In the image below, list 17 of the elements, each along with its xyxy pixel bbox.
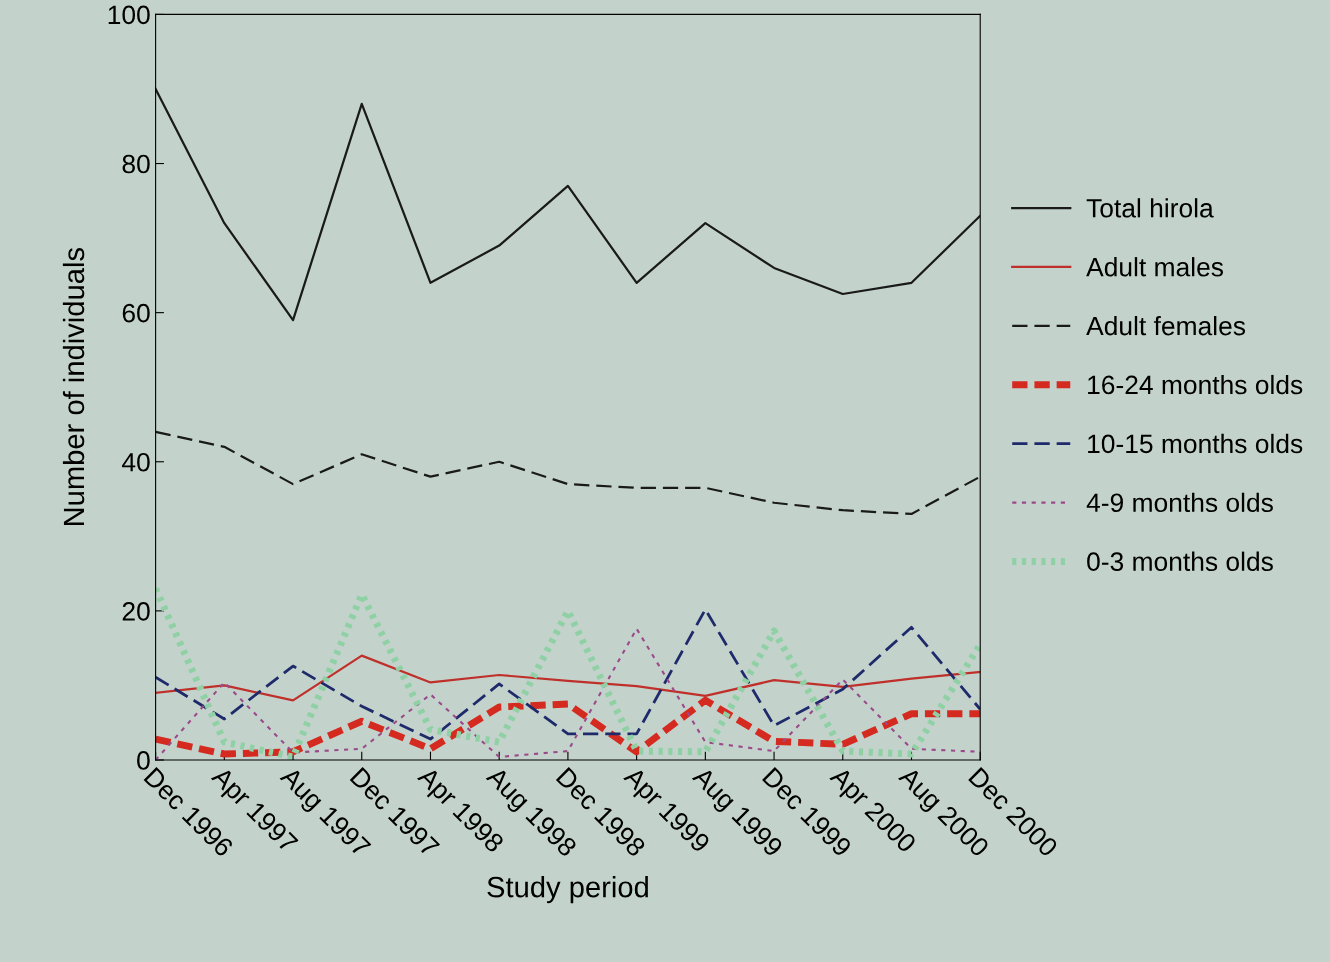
y-tick-label: 60 xyxy=(122,303,150,323)
line-series xyxy=(155,654,981,702)
y-tick-label: 80 xyxy=(122,154,150,174)
y-tick-label: 20 xyxy=(122,602,150,621)
legend-label: 16-24 months olds xyxy=(1088,374,1303,395)
legend-label: 4-9 months olds xyxy=(1086,492,1273,513)
legend-label: Adult males xyxy=(1086,257,1224,277)
line-series xyxy=(155,430,981,516)
y-tick-label: 100 xyxy=(108,5,150,25)
legend-label: 10-15 months olds xyxy=(1088,433,1303,454)
legend-label: Total hirola xyxy=(1086,198,1214,218)
legend-label: 0-3 months olds xyxy=(1087,551,1273,571)
line-series xyxy=(155,87,981,322)
legend-label: Adult females xyxy=(1086,316,1246,336)
y-axis-title: Number of individuals xyxy=(62,248,85,526)
x-axis-title: Study period xyxy=(487,876,648,904)
y-tick-label: 40 xyxy=(122,452,150,472)
